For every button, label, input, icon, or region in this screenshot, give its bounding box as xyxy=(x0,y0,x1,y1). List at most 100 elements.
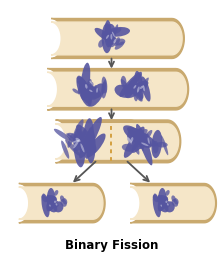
Polygon shape xyxy=(51,22,182,55)
Ellipse shape xyxy=(66,133,77,144)
Ellipse shape xyxy=(81,63,90,100)
Polygon shape xyxy=(19,183,105,223)
Ellipse shape xyxy=(60,199,67,207)
Ellipse shape xyxy=(47,188,55,210)
Ellipse shape xyxy=(78,130,86,144)
Ellipse shape xyxy=(153,195,159,202)
Ellipse shape xyxy=(160,202,166,207)
Ellipse shape xyxy=(80,77,85,86)
Text: Binary Fission: Binary Fission xyxy=(65,239,158,252)
Ellipse shape xyxy=(41,195,47,202)
Ellipse shape xyxy=(121,79,130,92)
Ellipse shape xyxy=(79,117,102,158)
Ellipse shape xyxy=(85,84,88,89)
Ellipse shape xyxy=(161,199,166,209)
Ellipse shape xyxy=(165,190,170,196)
Ellipse shape xyxy=(131,89,138,94)
Ellipse shape xyxy=(46,196,57,211)
Ellipse shape xyxy=(171,195,176,202)
Ellipse shape xyxy=(85,136,95,150)
Ellipse shape xyxy=(54,129,71,141)
Ellipse shape xyxy=(87,87,92,102)
Polygon shape xyxy=(55,124,142,159)
Ellipse shape xyxy=(107,27,130,37)
Ellipse shape xyxy=(109,32,114,45)
Ellipse shape xyxy=(101,81,107,99)
Ellipse shape xyxy=(130,86,138,93)
Ellipse shape xyxy=(76,77,87,85)
Ellipse shape xyxy=(48,199,54,206)
Ellipse shape xyxy=(137,73,142,89)
Ellipse shape xyxy=(123,125,152,148)
Ellipse shape xyxy=(50,199,54,209)
Ellipse shape xyxy=(162,200,167,206)
Ellipse shape xyxy=(108,41,115,47)
Ellipse shape xyxy=(52,203,59,207)
Ellipse shape xyxy=(73,140,79,148)
Ellipse shape xyxy=(95,28,112,41)
Ellipse shape xyxy=(76,125,97,153)
Ellipse shape xyxy=(72,88,79,94)
Ellipse shape xyxy=(72,140,80,143)
Ellipse shape xyxy=(113,24,118,37)
Ellipse shape xyxy=(107,36,114,43)
Ellipse shape xyxy=(133,87,138,101)
Ellipse shape xyxy=(47,195,52,204)
Polygon shape xyxy=(47,69,189,110)
Ellipse shape xyxy=(125,77,137,95)
Ellipse shape xyxy=(47,202,51,209)
Ellipse shape xyxy=(128,85,137,94)
Polygon shape xyxy=(56,120,144,163)
Ellipse shape xyxy=(112,32,115,37)
Ellipse shape xyxy=(81,143,85,152)
Ellipse shape xyxy=(163,199,167,208)
Ellipse shape xyxy=(85,83,88,95)
Ellipse shape xyxy=(84,88,89,97)
Ellipse shape xyxy=(115,85,132,98)
Ellipse shape xyxy=(67,133,82,140)
Ellipse shape xyxy=(78,81,83,94)
Ellipse shape xyxy=(129,79,137,91)
Ellipse shape xyxy=(89,81,93,85)
Ellipse shape xyxy=(114,39,116,43)
Ellipse shape xyxy=(89,90,93,92)
Ellipse shape xyxy=(114,28,121,34)
Ellipse shape xyxy=(141,143,149,146)
Ellipse shape xyxy=(68,134,74,148)
Ellipse shape xyxy=(73,140,91,151)
Ellipse shape xyxy=(158,202,169,212)
Ellipse shape xyxy=(148,137,150,144)
Ellipse shape xyxy=(158,188,166,210)
Ellipse shape xyxy=(47,202,57,212)
Ellipse shape xyxy=(124,84,133,94)
Ellipse shape xyxy=(86,127,96,164)
Ellipse shape xyxy=(79,79,92,104)
Ellipse shape xyxy=(73,119,84,140)
Ellipse shape xyxy=(125,81,148,98)
Ellipse shape xyxy=(157,195,168,204)
Polygon shape xyxy=(130,183,216,223)
Ellipse shape xyxy=(107,34,112,47)
Ellipse shape xyxy=(136,124,153,165)
Ellipse shape xyxy=(141,76,151,102)
Ellipse shape xyxy=(86,134,106,157)
Ellipse shape xyxy=(124,127,145,158)
Ellipse shape xyxy=(120,72,142,97)
Ellipse shape xyxy=(134,129,148,139)
Ellipse shape xyxy=(73,139,83,146)
Ellipse shape xyxy=(140,128,144,149)
Ellipse shape xyxy=(88,83,104,107)
Ellipse shape xyxy=(73,129,85,167)
Ellipse shape xyxy=(137,87,140,92)
Ellipse shape xyxy=(45,195,57,204)
Ellipse shape xyxy=(137,136,145,148)
Ellipse shape xyxy=(115,39,125,45)
Ellipse shape xyxy=(143,130,152,141)
Ellipse shape xyxy=(76,138,81,142)
Polygon shape xyxy=(130,187,214,219)
Ellipse shape xyxy=(106,35,109,39)
Ellipse shape xyxy=(121,76,126,88)
Ellipse shape xyxy=(89,85,97,98)
Ellipse shape xyxy=(133,85,136,89)
Ellipse shape xyxy=(114,37,120,46)
